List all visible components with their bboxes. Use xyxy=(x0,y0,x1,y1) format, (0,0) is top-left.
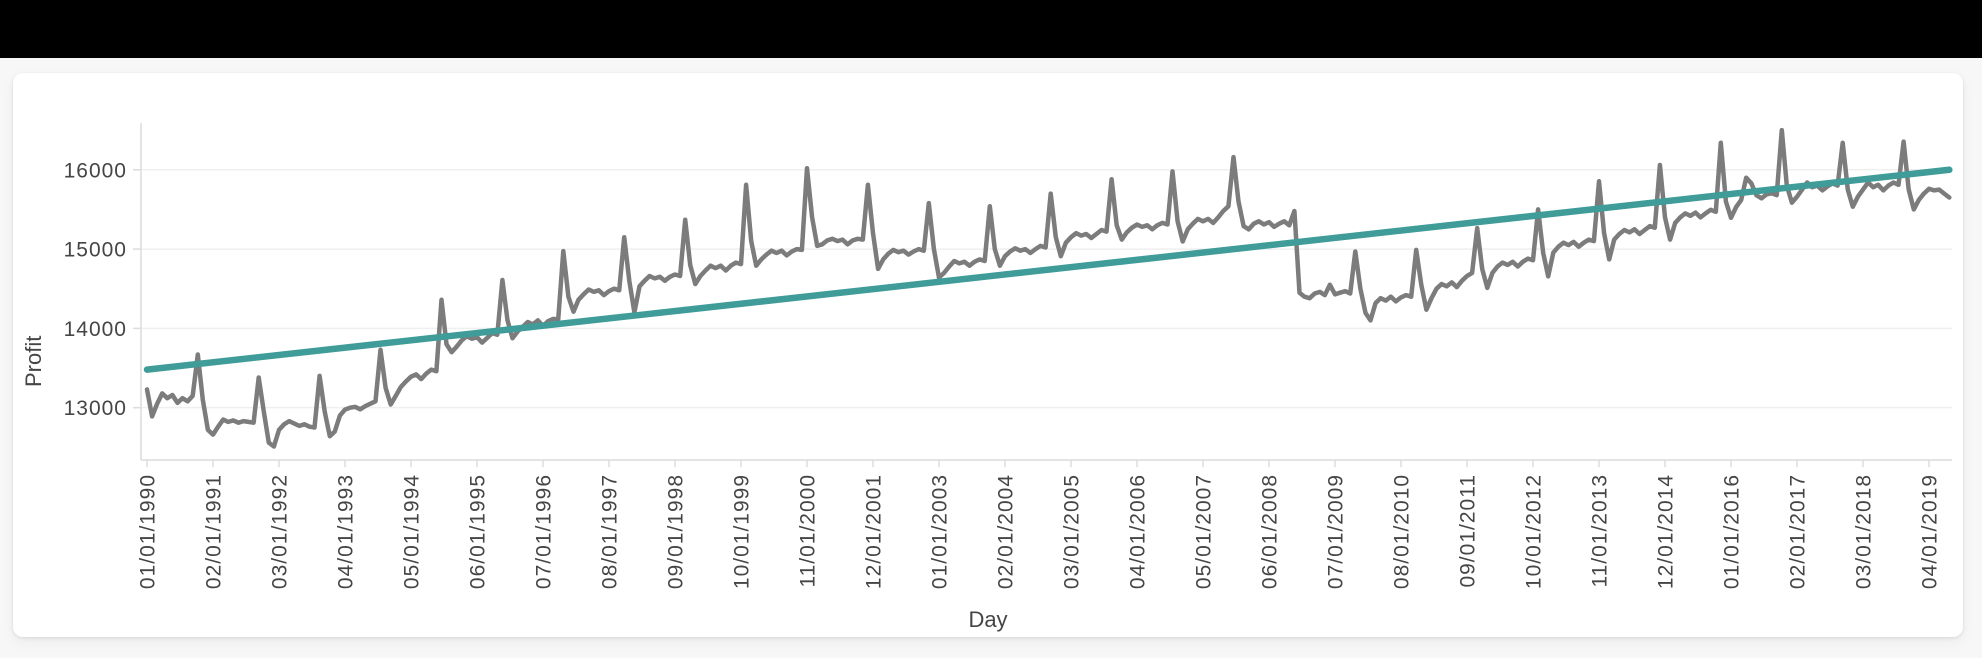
x-tick-label: 09/01/2011 xyxy=(1457,474,1480,588)
x-tick-label: 01/01/2003 xyxy=(929,474,952,589)
y-axis-title: Profit xyxy=(21,335,46,388)
x-tick-label: 03/01/2018 xyxy=(1853,474,1876,589)
profit-series-line xyxy=(144,127,1952,449)
x-tick-label: 07/01/1996 xyxy=(533,474,556,589)
x-tick-label: 09/01/1998 xyxy=(665,474,688,589)
x-tick-label: 06/01/2008 xyxy=(1259,474,1282,589)
x-tick-label: 06/01/1995 xyxy=(467,474,490,589)
x-tick-label: 08/01/2010 xyxy=(1391,474,1414,589)
x-tick-label: 03/01/2005 xyxy=(1061,474,1084,589)
x-tick-label: 05/01/2007 xyxy=(1193,474,1216,589)
y-tick-label: 15000 xyxy=(64,239,127,262)
x-tick-label: 11/01/2013 xyxy=(1589,474,1612,588)
x-tick-label: 12/01/2014 xyxy=(1655,474,1678,589)
x-tick-label: 12/01/2001 xyxy=(863,474,886,589)
x-axis-ticks: 01/01/1990 02/01/1991 03/01/1992 04/01/1993… xyxy=(137,460,1942,589)
x-tick-label: 01/01/1990 xyxy=(137,474,160,589)
y-tick-label: 13000 xyxy=(64,397,127,420)
x-tick-label: 02/01/1991 xyxy=(203,474,226,589)
x-tick-label: 01/01/2016 xyxy=(1721,474,1744,589)
chart-card: 13000 14000 15000 16000 01/01/1990 02/01/1991… xyxy=(13,73,1963,637)
x-tick-label: 02/01/2017 xyxy=(1787,474,1810,589)
x-tick-label: 03/01/1992 xyxy=(269,474,292,589)
trend-line xyxy=(143,166,1953,373)
x-tick-label: 08/01/1997 xyxy=(599,474,622,589)
y-tick-label: 14000 xyxy=(64,318,127,341)
x-tick-label: 10/01/2012 xyxy=(1523,474,1546,589)
x-tick-label: 10/01/1999 xyxy=(731,474,754,589)
y-axis-ticks: 13000 14000 15000 16000 xyxy=(64,159,141,420)
x-tick-label: 07/01/2009 xyxy=(1325,474,1348,589)
x-axis-title: Day xyxy=(968,607,1008,632)
x-tick-label: 04/01/2019 xyxy=(1919,474,1942,589)
x-tick-label: 02/01/2004 xyxy=(995,474,1018,589)
x-tick-label: 04/01/1993 xyxy=(335,474,358,589)
x-tick-label: 04/01/2006 xyxy=(1127,474,1150,589)
top-black-bar xyxy=(0,0,1982,58)
x-tick-label: 11/01/2000 xyxy=(797,474,820,588)
profit-line-chart[interactable]: 13000 14000 15000 16000 01/01/1990 02/01/1991… xyxy=(13,73,1963,637)
y-tick-label: 16000 xyxy=(64,159,127,182)
x-tick-label: 05/01/1994 xyxy=(401,474,424,589)
gridlines xyxy=(141,169,1952,409)
